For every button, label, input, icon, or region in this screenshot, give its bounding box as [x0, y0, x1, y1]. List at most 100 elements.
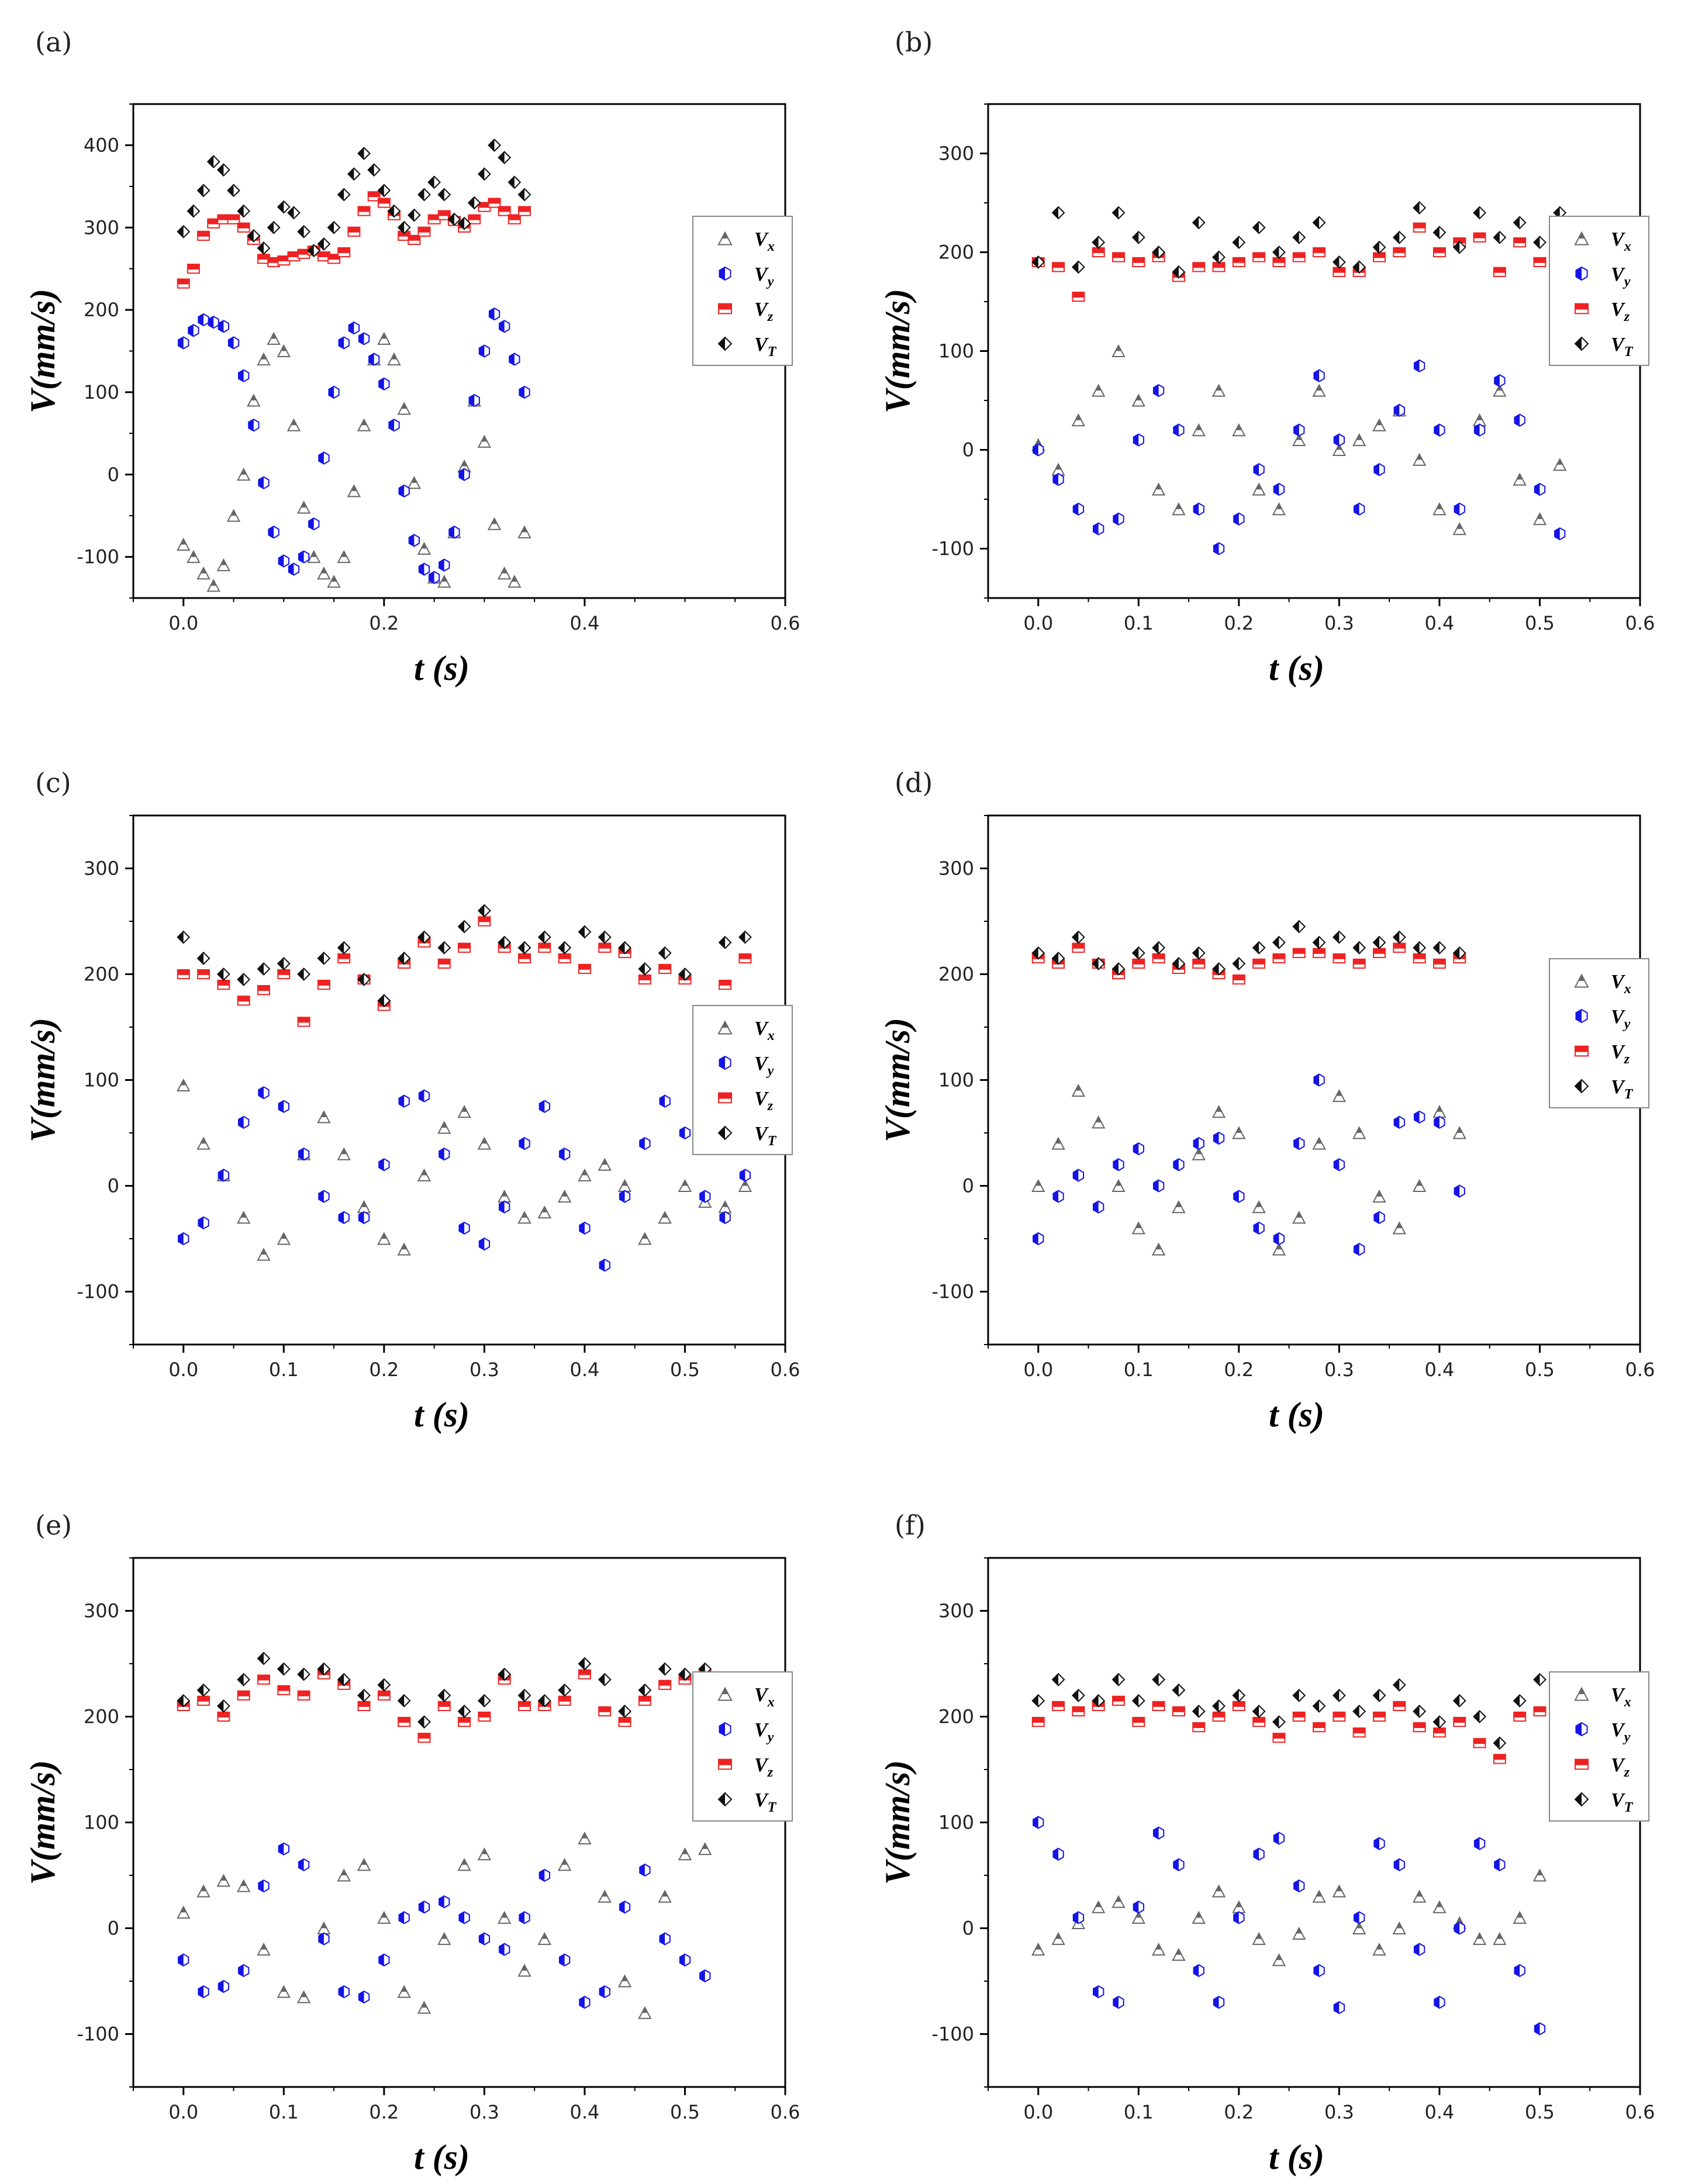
vt-marker	[537, 930, 551, 944]
series-vt	[177, 139, 531, 258]
vt-marker	[717, 336, 733, 351]
vz-marker	[1413, 222, 1426, 233]
vt-marker	[638, 962, 652, 976]
vt-marker	[1092, 1694, 1106, 1708]
legend-box	[692, 1671, 793, 1822]
vt-marker	[177, 930, 191, 944]
vx-marker	[1272, 502, 1286, 516]
y-tick-label: 300	[938, 1600, 974, 1622]
vx-marker	[1071, 413, 1086, 427]
vx-marker	[1412, 1889, 1427, 1903]
vx-marker	[387, 352, 401, 366]
vy-marker	[1293, 1136, 1305, 1150]
vz-marker	[217, 980, 230, 990]
vy-marker	[699, 1969, 711, 1983]
vt-marker	[467, 196, 481, 210]
vt-marker	[317, 1662, 331, 1676]
vt-marker	[1152, 1672, 1166, 1687]
vz-marker	[1112, 252, 1125, 262]
vz-marker	[317, 980, 330, 990]
vt-marker	[347, 167, 361, 181]
data-points	[177, 1651, 712, 2019]
y-tick-label: -100	[931, 1281, 974, 1303]
vy-marker	[1434, 423, 1445, 437]
vz-marker	[1533, 257, 1547, 267]
vx-marker	[257, 1943, 271, 1956]
vx-marker	[296, 1990, 311, 2003]
vx-marker	[1172, 1948, 1186, 1961]
vy-marker	[1152, 1826, 1165, 1840]
vy-marker	[448, 526, 460, 539]
vy-marker	[1434, 1115, 1445, 1129]
vy-marker	[478, 1237, 491, 1251]
vz-marker	[297, 1017, 310, 1027]
vy-marker	[278, 1100, 289, 1113]
y-tick-label: -100	[77, 1281, 119, 1303]
vy-marker	[478, 344, 491, 358]
legend-label-vx: Vx	[1611, 229, 1631, 254]
vx-marker	[397, 402, 411, 415]
vz-marker	[1292, 1711, 1306, 1722]
vt-marker	[1172, 1683, 1186, 1697]
vy-marker	[1253, 1847, 1265, 1861]
vx-marker	[1432, 1900, 1447, 1913]
vx-marker	[1513, 1910, 1527, 1924]
vx-marker	[397, 1985, 411, 1998]
vz-marker	[1232, 1701, 1245, 1712]
vt-marker	[1372, 935, 1386, 949]
vz-marker	[508, 214, 521, 224]
vy-marker	[468, 393, 480, 407]
vx-marker	[1312, 383, 1326, 397]
x-tick-label: 0.2	[1224, 1359, 1254, 1381]
vy-marker	[318, 451, 330, 465]
y-tick-label: -100	[77, 546, 119, 568]
x-tick-label: 0.1	[269, 2101, 299, 2123]
y-tick-label: -100	[77, 2023, 119, 2045]
legend: Vx Vy Vz VT	[692, 216, 793, 366]
vt-marker	[327, 220, 341, 234]
y-tick-label: 200	[938, 963, 974, 986]
series-vy	[1033, 1816, 1546, 2036]
x-tick-label: 0.3	[1324, 2101, 1354, 2123]
vt-marker	[1332, 255, 1346, 269]
vz-marker	[1152, 1701, 1165, 1712]
vx-marker	[196, 566, 210, 580]
vt-marker	[1432, 941, 1447, 955]
vx-marker	[286, 418, 301, 431]
legend: Vx Vy Vz VT	[692, 1005, 793, 1155]
vx-marker	[1111, 1179, 1126, 1192]
vt-marker	[678, 967, 692, 981]
legend-label-vz: Vz	[1611, 299, 1630, 324]
vy-marker	[418, 1089, 430, 1103]
vx-marker	[477, 1136, 492, 1150]
vx-marker	[457, 1105, 471, 1118]
vt-marker	[357, 1688, 371, 1702]
vz-marker	[1413, 953, 1426, 963]
vz-marker	[337, 247, 351, 258]
vt-marker	[277, 1662, 291, 1676]
vy-marker	[1393, 1858, 1405, 1872]
vz-marker	[1333, 953, 1346, 963]
plot-frame	[132, 1557, 786, 2088]
vt-marker	[1392, 1678, 1406, 1692]
vy-marker	[1454, 1184, 1465, 1198]
vz-marker	[437, 210, 451, 220]
vy-marker	[358, 1211, 370, 1224]
vy-marker	[509, 353, 520, 366]
vt-marker	[508, 175, 522, 189]
vx-marker	[317, 566, 331, 580]
vt-marker	[1071, 1688, 1085, 1702]
x-tick-label: 0.6	[1625, 1359, 1655, 1381]
vy-marker	[639, 1136, 651, 1150]
vy-marker	[1273, 1232, 1285, 1246]
y-tick-label: 100	[938, 1069, 974, 1091]
vt-marker	[477, 167, 491, 181]
y-tick-label: 100	[938, 340, 974, 362]
vy-marker	[1354, 502, 1365, 516]
vx-marker	[1574, 973, 1589, 988]
vy-marker	[1213, 542, 1225, 555]
vx-marker	[717, 231, 733, 246]
legend-label-vt: VT	[1611, 334, 1634, 360]
vt-marker	[1212, 962, 1226, 976]
